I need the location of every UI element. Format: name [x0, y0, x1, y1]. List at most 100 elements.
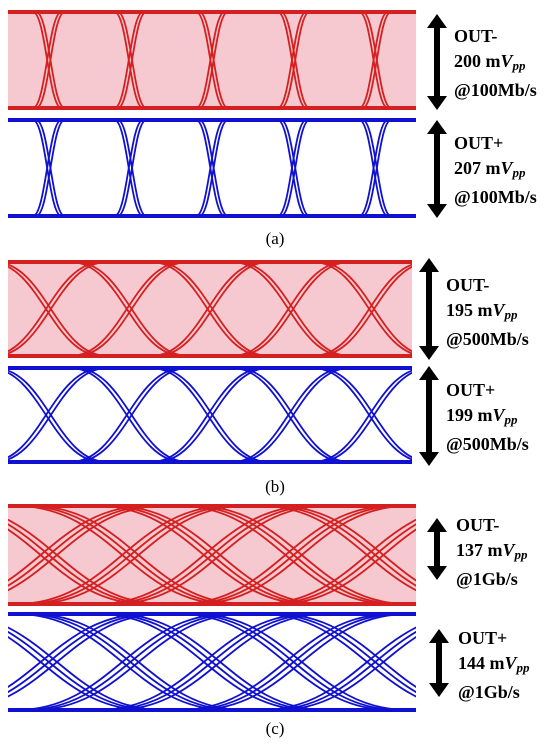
trace-label-c-out-minus: OUT- 137 mVpp @1Gb/s — [456, 513, 528, 592]
amplitude-arrow-icon — [427, 14, 447, 110]
falling-edge — [317, 261, 412, 353]
falling-edge — [97, 613, 310, 711]
eye-diagram-b-out-plus — [8, 366, 412, 464]
falling-edge — [24, 613, 237, 711]
falling-edge — [312, 261, 412, 355]
falling-edge — [187, 505, 400, 605]
falling-edge — [198, 119, 229, 217]
trace-amplitude: 207 mVpp — [454, 158, 526, 180]
trace-rate: @500Mb/s — [446, 434, 529, 454]
falling-edge — [97, 505, 310, 605]
trace-amplitude: 137 mVpp — [456, 540, 528, 562]
falling-edge — [358, 119, 389, 217]
rising-edge — [277, 636, 416, 711]
trace-amplitude: 195 mVpp — [446, 300, 518, 322]
falling-edge — [16, 613, 229, 711]
falling-edge — [8, 630, 155, 711]
falling-edge — [195, 613, 408, 711]
falling-edge — [155, 367, 269, 463]
eye-diagram-c-out-minus — [8, 504, 416, 606]
eye-fill — [8, 12, 416, 108]
falling-edge — [8, 369, 108, 463]
eye-diagram-a-out-minus — [8, 10, 416, 110]
falling-edge — [32, 11, 62, 109]
trace-rate: @500Mb/s — [446, 329, 529, 349]
falling-edge — [260, 613, 416, 698]
amplitude-arrow-icon — [419, 366, 439, 466]
falling-edge — [8, 371, 103, 463]
falling-edge — [277, 11, 307, 109]
falling-edge — [35, 11, 66, 109]
falling-edge — [151, 367, 265, 463]
trace-rate: @1Gb/s — [456, 569, 518, 589]
falling-edge — [269, 505, 416, 587]
falling-edge — [114, 11, 144, 109]
falling-edge — [236, 367, 350, 463]
panel-caption-b: (b) — [265, 477, 285, 496]
trace-name: OUT- — [454, 26, 498, 46]
trace-label-b-out-minus: OUT- 195 mVpp @500Mb/s — [446, 273, 529, 352]
falling-edge — [105, 613, 319, 711]
falling-edge — [8, 636, 147, 711]
amplitude-arrow-icon — [427, 120, 447, 218]
falling-edge — [70, 367, 184, 463]
falling-edge — [198, 11, 229, 109]
trace-label-a-out-minus: OUT- 200 mVpp @100Mb/s — [454, 24, 537, 103]
trace-amplitude: 200 mVpp — [454, 51, 526, 73]
falling-edge — [117, 11, 147, 109]
falling-edge — [317, 367, 412, 459]
falling-edge — [179, 505, 392, 605]
falling-edge — [312, 367, 412, 461]
falling-edge — [75, 367, 189, 463]
eye-diagram-c-out-plus — [8, 612, 416, 712]
trace-label-c-out-plus: OUT+ 144 mVpp @1Gb/s — [458, 626, 530, 705]
falling-edge — [280, 11, 310, 109]
falling-edge — [231, 367, 345, 463]
rising-edge — [8, 613, 147, 688]
rising-edge — [8, 367, 103, 459]
falling-edge — [187, 613, 400, 711]
rising-edge — [317, 371, 412, 463]
falling-edge — [179, 613, 392, 711]
rising-edge — [312, 369, 412, 463]
trace-name: OUT+ — [446, 380, 496, 400]
falling-edge — [358, 11, 389, 109]
trace-rate: @100Mb/s — [454, 80, 537, 100]
falling-edge — [32, 119, 62, 217]
falling-edge — [16, 505, 229, 605]
falling-edge — [277, 119, 307, 217]
falling-edge — [35, 119, 66, 217]
falling-edge — [117, 119, 147, 217]
eye-diagram-b-out-minus — [8, 260, 412, 358]
falling-edge — [8, 523, 155, 605]
falling-edge — [195, 119, 226, 217]
falling-edge — [277, 505, 416, 582]
falling-edge — [362, 119, 392, 217]
falling-edge — [105, 505, 319, 605]
falling-edge — [195, 11, 226, 109]
trace-label-b-out-plus: OUT+ 199 mVpp @500Mb/s — [446, 378, 529, 457]
falling-edge — [8, 528, 147, 605]
trace-name: OUT- — [446, 275, 490, 295]
eye-fill — [8, 262, 412, 356]
rising-edge — [8, 367, 108, 461]
amplitude-arrow-icon — [427, 518, 447, 580]
eye-diagram-a-out-plus — [8, 118, 416, 218]
trace-amplitude: 144 mVpp — [458, 653, 530, 675]
falling-edge — [195, 505, 408, 605]
falling-edge — [114, 119, 144, 217]
falling-edge — [260, 505, 416, 592]
falling-edge — [269, 613, 416, 694]
trace-amplitude: 199 mVpp — [446, 405, 518, 427]
trace-rate: @100Mb/s — [454, 187, 537, 207]
trace-rate: @1Gb/s — [458, 682, 520, 702]
amplitude-arrow-icon — [419, 258, 439, 360]
trace-name: OUT+ — [454, 133, 504, 153]
amplitude-arrow-icon — [429, 629, 449, 697]
falling-edge — [362, 11, 392, 109]
trace-label-a-out-plus: OUT+ 207 mVpp @100Mb/s — [454, 131, 537, 210]
falling-edge — [277, 613, 416, 688]
trace-name: OUT+ — [458, 628, 508, 648]
falling-edge — [280, 119, 310, 217]
panel-caption-c: (c) — [265, 719, 285, 738]
